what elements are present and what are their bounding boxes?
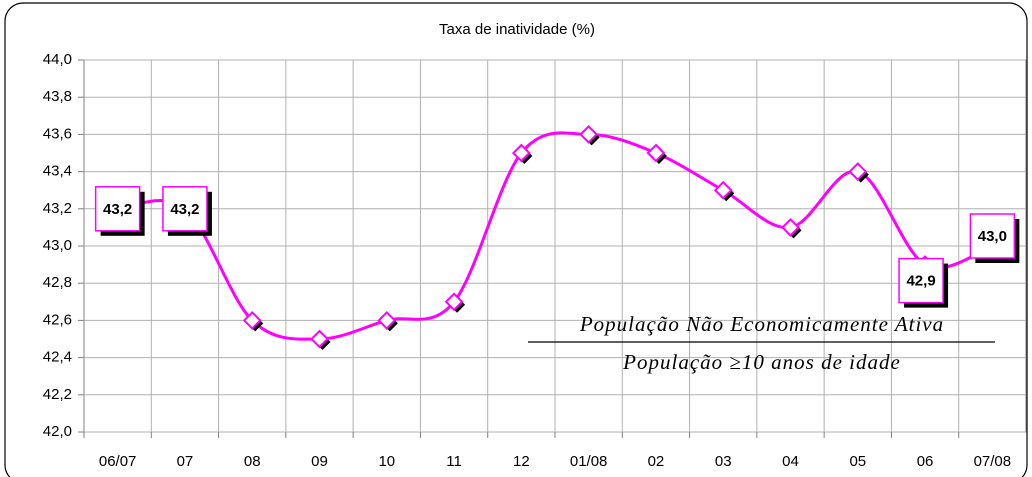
marker: [646, 143, 666, 163]
marker: [444, 292, 464, 312]
y-tick-label: 42,4: [43, 349, 72, 366]
chart-title: Taxa de inatividade (%): [439, 21, 595, 38]
y-tick-label: 43,6: [43, 125, 72, 142]
marker: [377, 310, 397, 330]
x-tick-label: 04: [782, 453, 799, 470]
y-tick-label: 44,0: [43, 51, 72, 68]
x-tick-label: 01/08: [570, 453, 608, 470]
annotation: População ≥10 anos de idade: [622, 350, 901, 374]
x-tick-label: 06/07: [99, 453, 137, 470]
y-tick-label: 43,4: [43, 163, 72, 180]
y-tick-label: 43,0: [43, 237, 72, 254]
x-tick-label: 08: [244, 453, 261, 470]
marker: [242, 310, 262, 330]
x-tick-label: 06: [917, 453, 934, 470]
x-tick-label: 05: [849, 453, 866, 470]
value-label-box: [94, 186, 141, 232]
value-label: 43,2: [170, 201, 199, 218]
marker: [310, 329, 329, 349]
marker: [511, 143, 531, 163]
x-tick-label: 10: [378, 453, 395, 470]
x-tick-label: 11: [446, 453, 462, 470]
marker: [579, 124, 599, 144]
y-tick-label: 42,0: [43, 423, 72, 440]
y-tick-label: 43,2: [43, 200, 72, 217]
y-tick-label: 42,8: [43, 274, 72, 291]
marker: [781, 217, 800, 237]
y-tick-label: 42,2: [43, 386, 72, 403]
x-tick-label: 09: [311, 453, 328, 470]
marker: [713, 180, 733, 200]
y-tick-label: 42,6: [43, 311, 72, 328]
annotation: População Não Economicamente Ativa: [579, 312, 944, 336]
x-tick-label: 03: [715, 453, 732, 470]
y-tick-label: 43,8: [43, 88, 72, 105]
value-label-box: [162, 186, 208, 232]
x-tick-label: 12: [513, 453, 530, 470]
value-label-box: [898, 257, 944, 304]
x-tick-label: 07: [177, 453, 194, 470]
value-label: 43,2: [103, 201, 132, 218]
x-tick-label: 02: [648, 453, 665, 470]
value-label: 42,9: [906, 273, 935, 290]
value-label: 43,0: [978, 228, 1007, 245]
value-label-box: [969, 213, 1016, 259]
x-tick-label: 07/08: [974, 453, 1012, 470]
marker: [848, 162, 868, 182]
